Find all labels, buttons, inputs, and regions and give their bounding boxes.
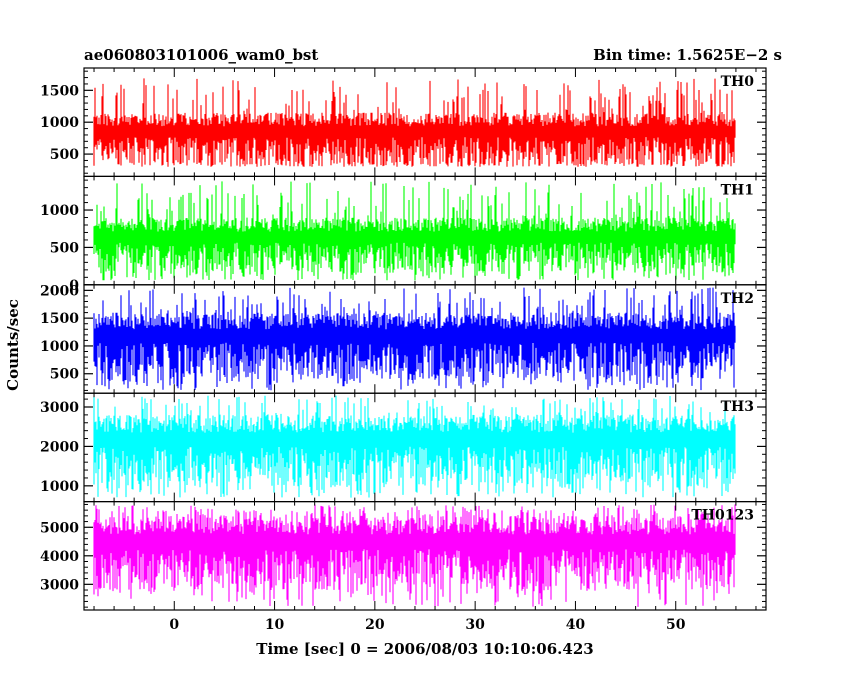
x-tick-label: 10 (265, 617, 285, 633)
x-axis-label: Time [sec] 0 = 2006/08/03 10:10:06.423 (256, 640, 593, 658)
x-tick-label: 50 (666, 617, 686, 633)
bin-time-label: Bin time: 1.5625E−2 s (593, 46, 782, 64)
panel-th0: 500 1000 1500 TH0 (40, 67, 767, 178)
y-tick-label: 0 (69, 278, 79, 294)
panel-label-th2: TH2 (721, 291, 754, 307)
y-tick-label: 500 (50, 367, 79, 383)
panel-label-th0: TH0 (721, 74, 755, 90)
y-tick-label: 4000 (40, 549, 79, 565)
y-tick-label: 1500 (40, 83, 79, 99)
y-tick-label: 5000 (40, 520, 79, 536)
y-tick-label: 500 (50, 147, 79, 163)
y-tick-label: 500 (50, 240, 79, 256)
y-tick-label: 3000 (40, 400, 79, 416)
panel-th0123: 3000 4000 5000 TH0123 (40, 501, 767, 611)
panel-th1: 0 500 1000 TH1 (40, 175, 767, 294)
panels-group: 500 1000 1500 TH0 0 500 1000 TH1 500 1000 1500 2000… (40, 67, 767, 611)
y-axis-label: Counts/sec (4, 299, 22, 391)
panel-th2: 500 1000 1500 2000 TH2 (40, 283, 767, 394)
y-tick-label: 1500 (40, 311, 79, 327)
panel-label-th3: TH3 (721, 399, 754, 415)
series-th3-trace (93, 395, 736, 498)
y-tick-label: 1000 (40, 115, 79, 131)
y-tick-label: 1000 (40, 339, 79, 355)
series-th0-trace (93, 78, 736, 167)
y-tick-label: 1000 (40, 203, 79, 219)
y-tick-label: 3000 (40, 577, 79, 593)
series-th2-trace (93, 287, 736, 391)
x-tick-label: 20 (365, 617, 385, 633)
y-tick-label: 2000 (40, 439, 79, 455)
panel-label-th1: TH1 (721, 182, 754, 198)
x-tick-label: 0 (169, 617, 179, 633)
y-tick-label: 2000 (40, 283, 79, 299)
x-tick-label: 30 (465, 617, 485, 633)
x-tick-label: 40 (566, 617, 586, 633)
series-th0123-trace (93, 504, 736, 607)
series-th1-trace (93, 181, 736, 281)
panel-label-th0123: TH0123 (691, 508, 754, 524)
panel-th3: 1000 2000 3000 TH3 (40, 392, 767, 503)
x-axis: 0 10 20 30 40 50 (169, 617, 685, 633)
y-tick-label: 1000 (40, 479, 79, 495)
chart-title: ae060803101006_wam0_bst (84, 46, 318, 64)
